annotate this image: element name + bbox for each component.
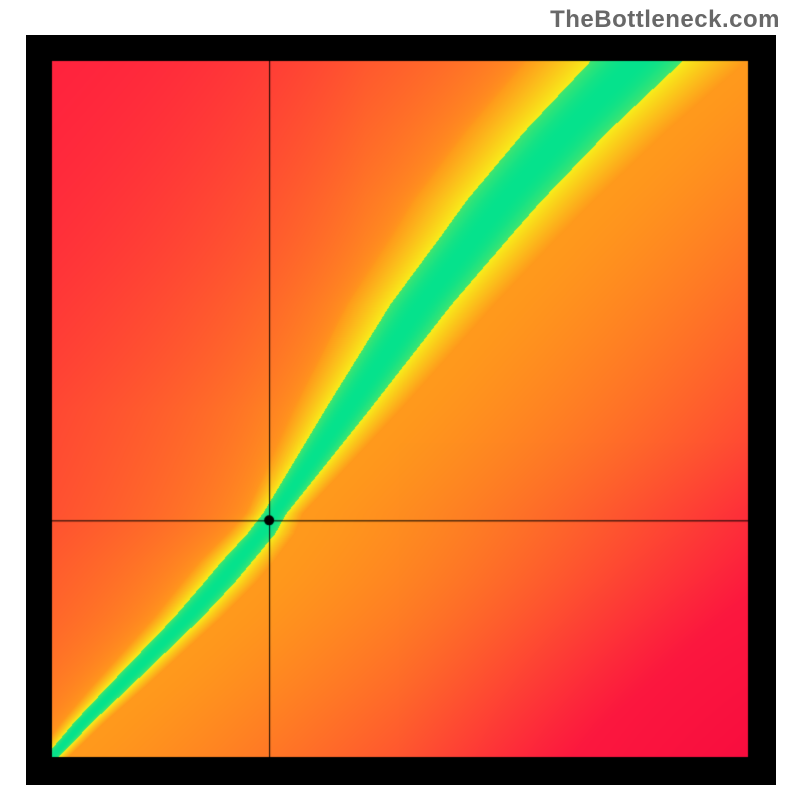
chart-container: TheBottleneck.com bbox=[0, 0, 800, 800]
watermark-text: TheBottleneck.com bbox=[550, 6, 780, 34]
heatmap-canvas bbox=[26, 35, 776, 785]
plot-frame bbox=[26, 35, 776, 785]
